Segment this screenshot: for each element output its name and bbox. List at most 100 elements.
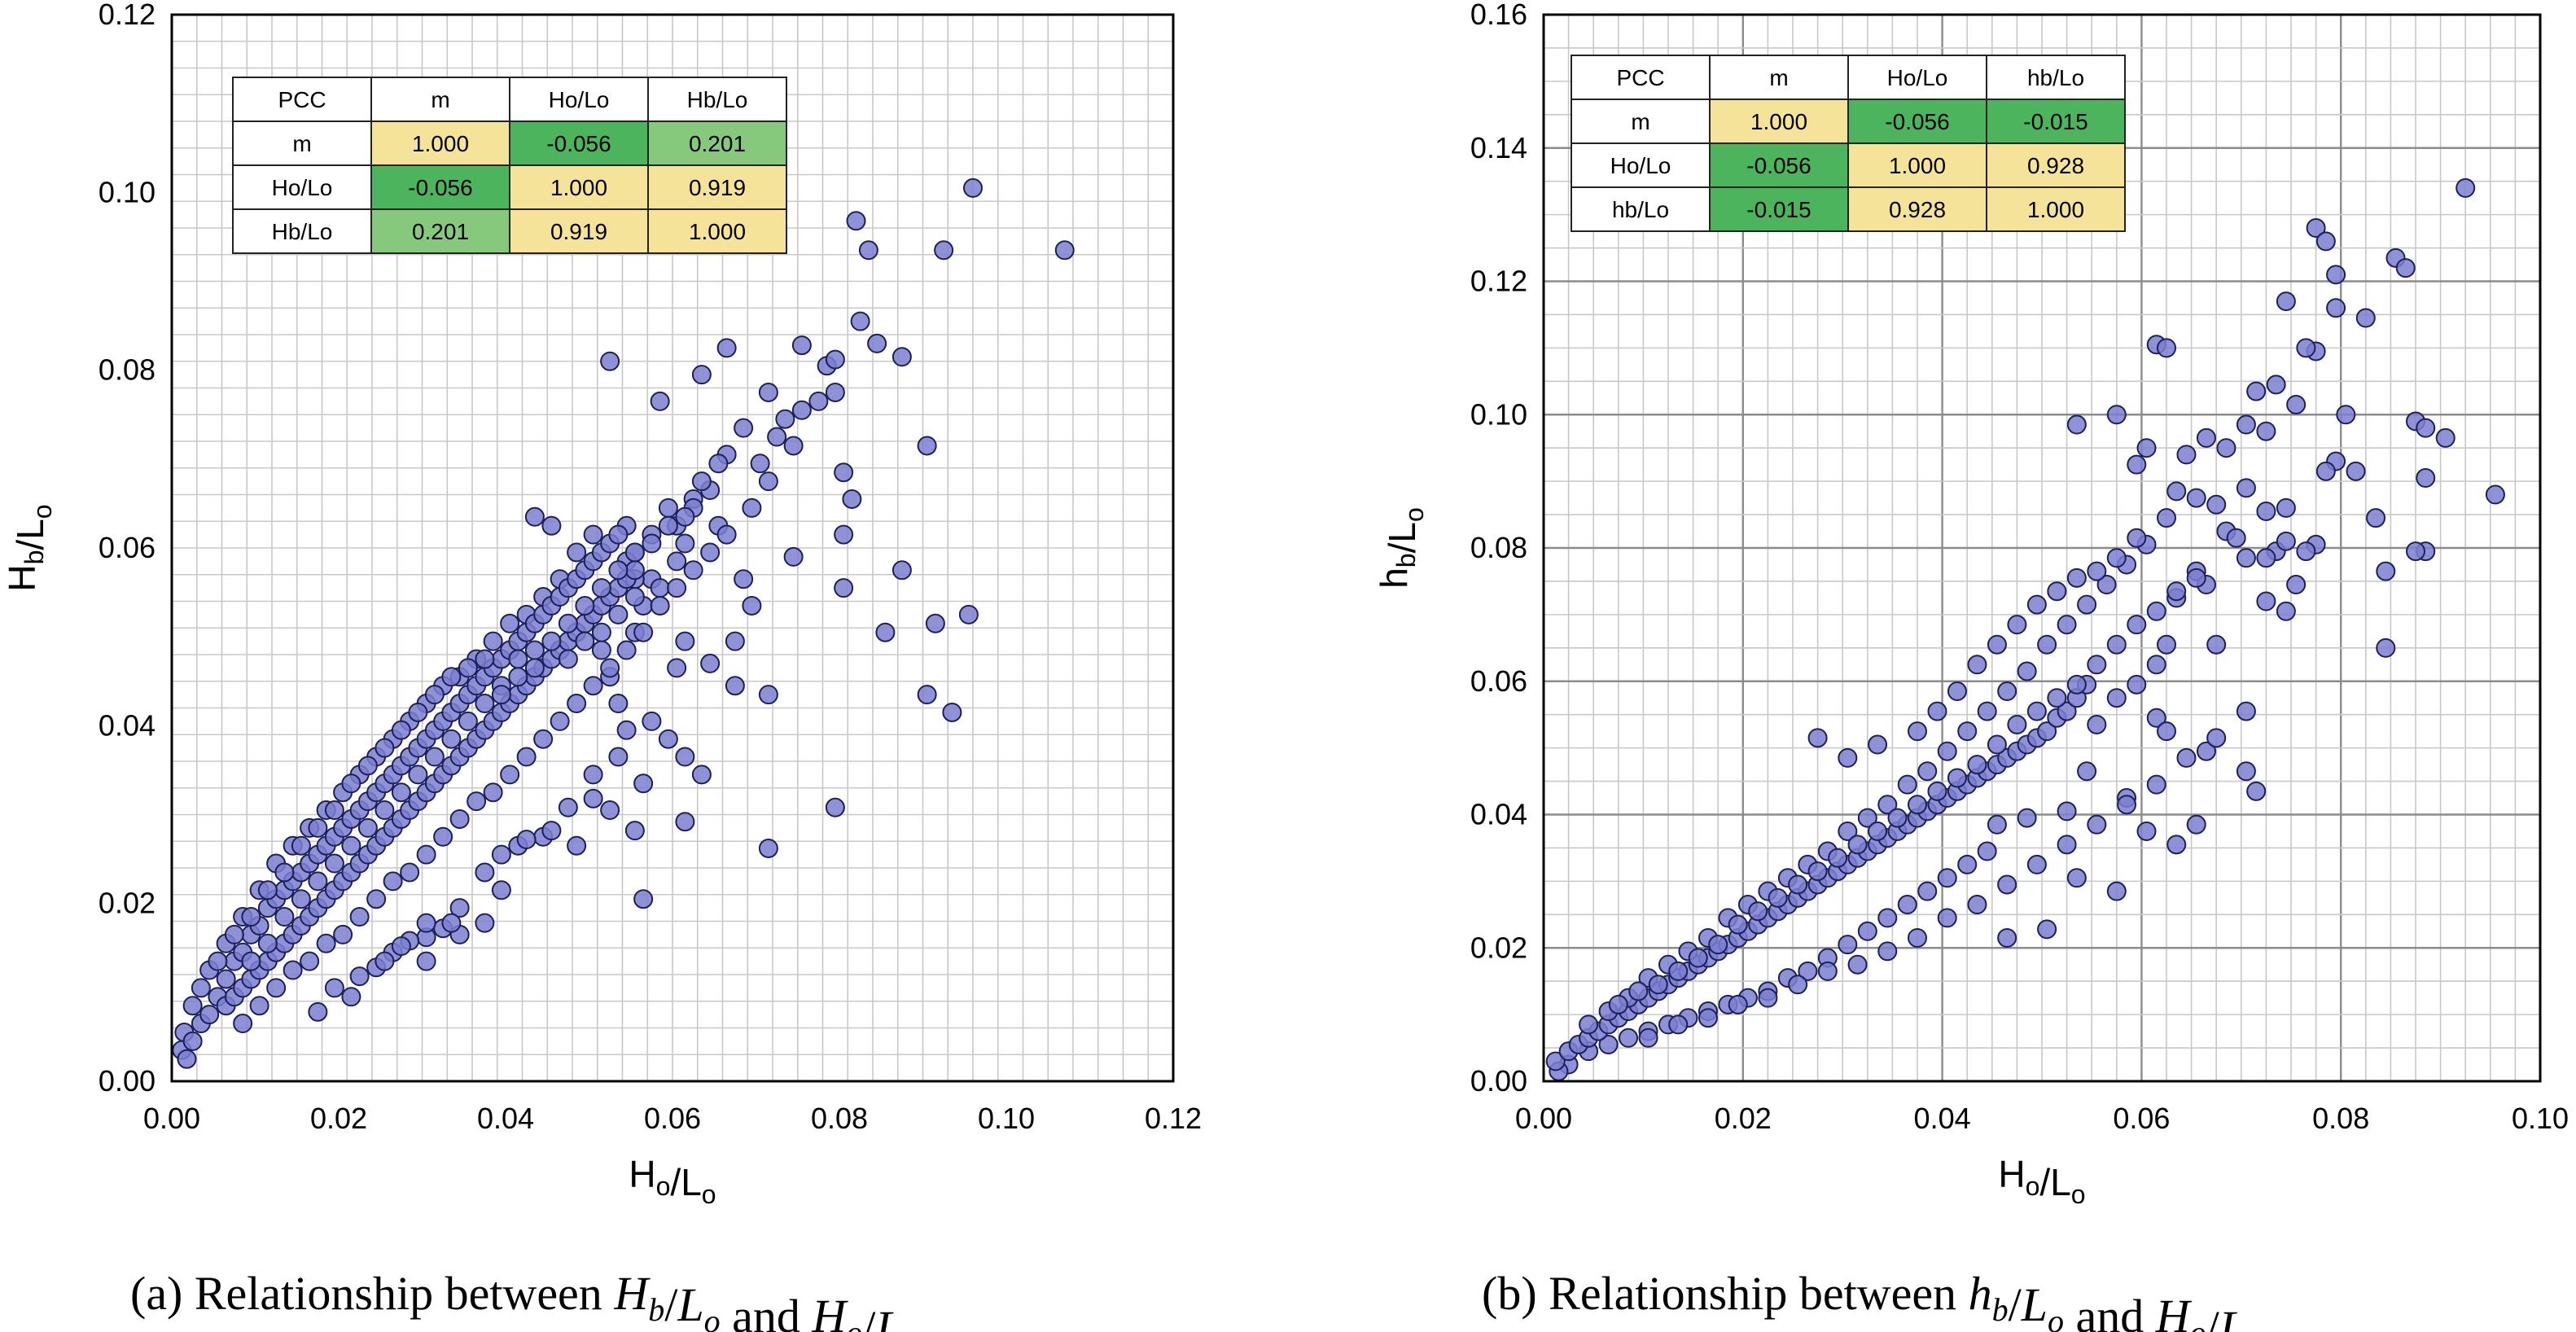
data-point bbox=[2456, 177, 2476, 198]
data-point bbox=[583, 765, 603, 785]
data-point bbox=[2286, 575, 2307, 595]
data-point bbox=[616, 640, 637, 660]
data-point bbox=[2206, 634, 2227, 655]
data-point bbox=[1838, 821, 1858, 841]
data-point bbox=[1698, 1008, 1718, 1028]
data-point bbox=[783, 546, 804, 567]
data-point bbox=[624, 587, 645, 607]
data-point bbox=[1788, 975, 1808, 995]
data-point bbox=[850, 311, 870, 331]
data-point bbox=[391, 720, 411, 740]
y-tick-label: 0.12 bbox=[99, 0, 156, 31]
data-point bbox=[892, 347, 912, 367]
data-point bbox=[1619, 1027, 1639, 1048]
data-point bbox=[650, 578, 670, 598]
data-point bbox=[1987, 734, 2007, 755]
table-value: 1.000 bbox=[1750, 109, 1807, 134]
data-point bbox=[2276, 601, 2296, 621]
data-point bbox=[1897, 895, 1917, 915]
data-point bbox=[2196, 427, 2216, 448]
data-point bbox=[2047, 581, 2067, 602]
data-point bbox=[308, 871, 328, 892]
data-point bbox=[416, 913, 436, 933]
data-point bbox=[633, 622, 654, 642]
data-point bbox=[2057, 615, 2077, 635]
data-point bbox=[333, 924, 353, 944]
data-point bbox=[2037, 721, 2057, 742]
data-point bbox=[1967, 895, 1987, 915]
data-point bbox=[2216, 438, 2236, 458]
data-point bbox=[624, 560, 645, 581]
data-point bbox=[416, 844, 436, 865]
data-point bbox=[516, 747, 537, 767]
data-point bbox=[691, 471, 712, 492]
data-point bbox=[341, 773, 361, 794]
data-point bbox=[2087, 561, 2107, 581]
data-point bbox=[475, 862, 495, 883]
data-point bbox=[2206, 728, 2227, 748]
data-point bbox=[400, 862, 420, 883]
data-point bbox=[216, 969, 236, 989]
table-value-cell bbox=[1709, 99, 1849, 144]
data-point bbox=[642, 533, 662, 554]
data-point bbox=[1828, 848, 1848, 868]
data-point bbox=[1927, 701, 1947, 721]
data-point bbox=[842, 489, 862, 509]
data-point bbox=[1708, 935, 1728, 955]
data-point bbox=[1847, 954, 1868, 975]
data-point bbox=[658, 729, 678, 749]
data-point bbox=[2136, 821, 2157, 841]
data-point bbox=[2366, 508, 2386, 528]
data-point bbox=[1947, 681, 1967, 702]
data-point bbox=[2276, 497, 2296, 518]
data-point bbox=[483, 631, 503, 651]
data-point bbox=[324, 853, 344, 874]
data-point bbox=[1728, 914, 1748, 935]
data-point bbox=[449, 808, 470, 829]
data-point bbox=[608, 747, 629, 767]
data-point bbox=[2296, 338, 2316, 358]
table-header-text: Ho/Lo bbox=[549, 87, 610, 112]
x-tick-label: 0.00 bbox=[1515, 1102, 1572, 1135]
data-point bbox=[2276, 291, 2296, 312]
data-point bbox=[2236, 701, 2256, 721]
data-point bbox=[675, 506, 695, 527]
data-point bbox=[575, 595, 595, 616]
data-point bbox=[2226, 528, 2246, 548]
data-point bbox=[1748, 901, 1768, 922]
x-axis-label: Ho/Lo bbox=[629, 1153, 716, 1209]
data-point bbox=[2256, 591, 2276, 611]
table-value: 0.928 bbox=[2027, 153, 2084, 178]
table-header-cell bbox=[509, 77, 649, 122]
data-point bbox=[2186, 488, 2206, 508]
data-point bbox=[2416, 468, 2436, 489]
data-point bbox=[550, 711, 570, 731]
data-point bbox=[208, 951, 228, 971]
data-point bbox=[583, 788, 603, 808]
data-point bbox=[2127, 528, 2147, 548]
y-tick-label: 0.08 bbox=[99, 353, 156, 387]
data-point bbox=[2146, 655, 2166, 675]
data-point bbox=[491, 685, 511, 705]
data-point bbox=[963, 177, 983, 198]
data-point bbox=[2106, 688, 2127, 708]
data-point bbox=[858, 240, 878, 261]
data-point bbox=[2037, 634, 2057, 655]
data-point bbox=[416, 951, 436, 971]
data-point bbox=[257, 933, 278, 953]
data-point bbox=[199, 1005, 220, 1025]
figure-caption: (b) Relationship between hb/Lo and Ho/Lo bbox=[1482, 1267, 2262, 1332]
data-point bbox=[1758, 988, 1778, 1008]
data-point bbox=[1927, 781, 1947, 801]
data-point bbox=[583, 676, 603, 696]
data-point bbox=[508, 667, 528, 687]
data-point bbox=[1628, 981, 1649, 1001]
x-tick-label: 0.00 bbox=[143, 1102, 200, 1135]
data-point bbox=[925, 613, 945, 633]
data-point bbox=[1545, 1051, 1566, 1071]
data-point bbox=[2406, 541, 2425, 562]
data-point bbox=[349, 907, 370, 927]
data-point bbox=[2117, 795, 2137, 815]
data-point bbox=[783, 436, 804, 456]
table-value-cell bbox=[1709, 186, 1849, 232]
